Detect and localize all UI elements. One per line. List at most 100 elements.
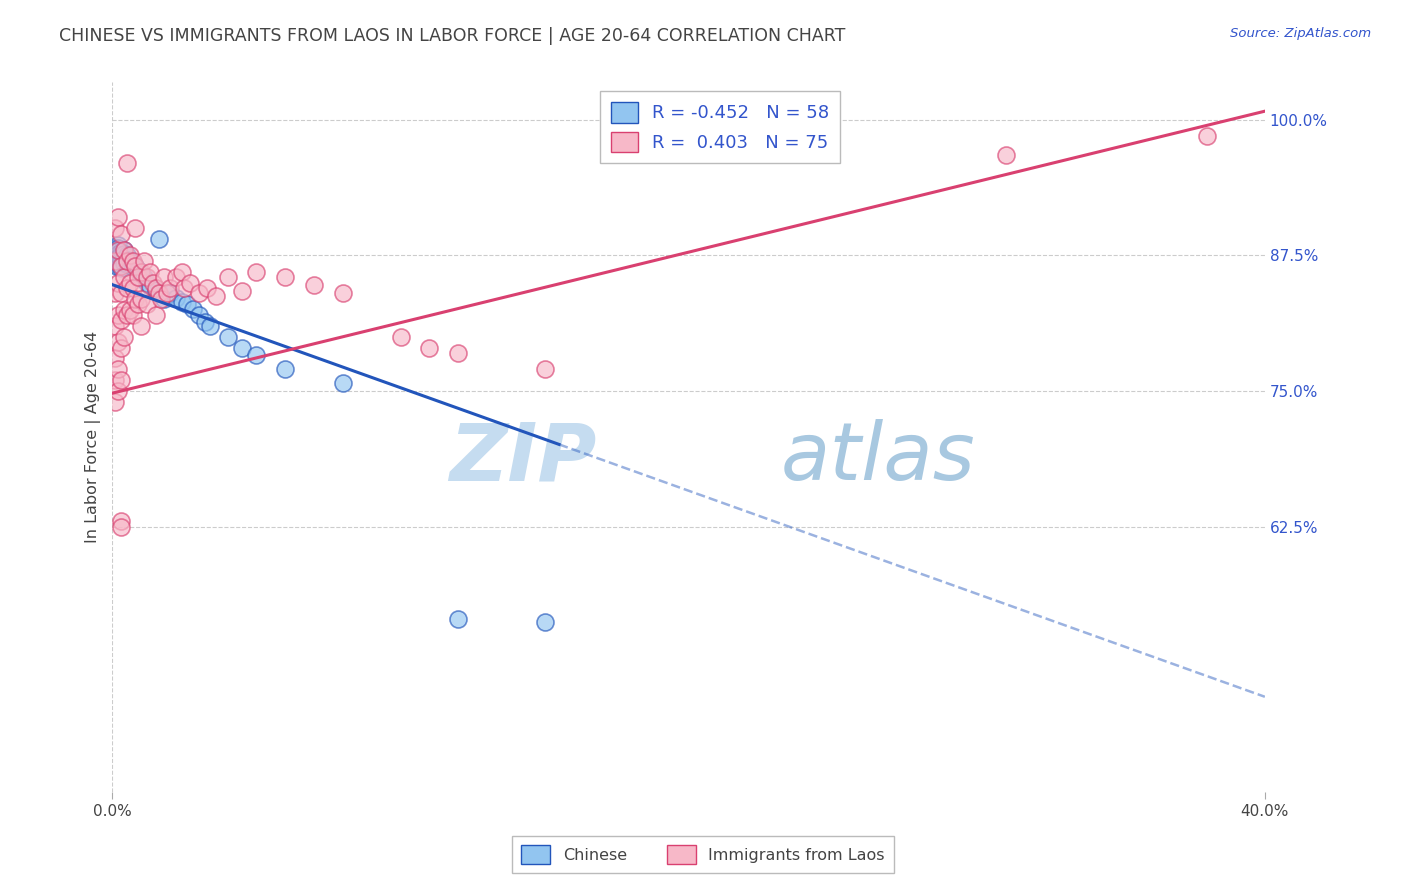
Point [104,241,127,255]
Point [217,270,239,285]
Point [110,227,132,241]
Point [104,286,127,301]
Point [127,270,149,285]
Point [110,261,132,276]
Point [194,314,217,328]
Point [107,253,129,268]
Point [104,394,127,409]
Point [418,341,440,355]
Point [118,253,141,268]
Point [136,270,159,285]
Point [127,262,149,277]
Point [110,248,132,262]
Point [274,362,297,376]
Point [107,384,129,398]
Point [107,251,129,265]
Point [389,330,412,344]
Point [110,255,132,269]
Point [104,256,127,270]
Point [121,253,143,268]
Point [245,265,267,279]
Point [142,276,165,290]
Point [231,284,253,298]
Point [112,256,135,270]
Point [159,286,181,301]
Point [118,302,141,317]
Point [332,286,354,301]
Point [104,318,127,333]
Point [118,276,141,290]
Legend: Chinese, Immigrants from Laos: Chinese, Immigrants from Laos [512,836,894,873]
Point [132,253,155,268]
Point [104,221,127,235]
Point [104,250,127,264]
Point [332,376,354,391]
Point [139,278,162,293]
Point [112,247,135,261]
Point [129,267,152,281]
Point [115,257,138,271]
Point [145,283,167,297]
Point [104,252,127,266]
Point [205,288,228,302]
Point [110,286,132,301]
Point [173,281,195,295]
Point [115,248,138,262]
Point [274,270,297,285]
Point [245,348,267,362]
Point [145,281,167,295]
Point [107,247,129,261]
Point [132,270,155,285]
Point [148,286,170,301]
Point [104,247,127,261]
Point [107,244,129,258]
Point [112,252,135,266]
Point [110,313,132,327]
Point [129,271,152,285]
Legend: R = -0.452   N = 58, R =  0.403   N = 75: R = -0.452 N = 58, R = 0.403 N = 75 [600,91,839,163]
Point [112,330,135,344]
Point [104,253,127,268]
Point [129,265,152,279]
Point [150,292,173,306]
Point [115,281,138,295]
Point [110,373,132,387]
Point [107,308,129,322]
Point [107,211,129,225]
Point [112,302,135,317]
Point [121,308,143,322]
Point [197,281,219,295]
Point [107,335,129,350]
Point [187,308,209,322]
Point [153,270,176,285]
Point [1197,129,1219,144]
Point [124,221,146,235]
Point [139,265,162,279]
Point [110,341,132,355]
Point [231,341,253,355]
Point [104,253,127,268]
Point [124,292,146,306]
Point [217,330,239,344]
Point [104,245,127,260]
Point [121,281,143,295]
Point [110,259,132,273]
Point [533,615,555,629]
Point [112,243,135,257]
Point [176,297,198,311]
Point [107,243,129,257]
Point [107,257,129,271]
Point [145,308,167,322]
Point [447,612,470,626]
Point [129,318,152,333]
Point [110,519,132,533]
Text: atlas: atlas [780,419,976,498]
Point [110,514,132,528]
Point [107,276,129,290]
Point [165,270,187,285]
Point [107,237,129,252]
Y-axis label: In Labor Force | Age 20-64: In Labor Force | Age 20-64 [86,331,101,543]
Point [165,291,187,305]
Point [115,156,138,170]
Point [153,292,176,306]
